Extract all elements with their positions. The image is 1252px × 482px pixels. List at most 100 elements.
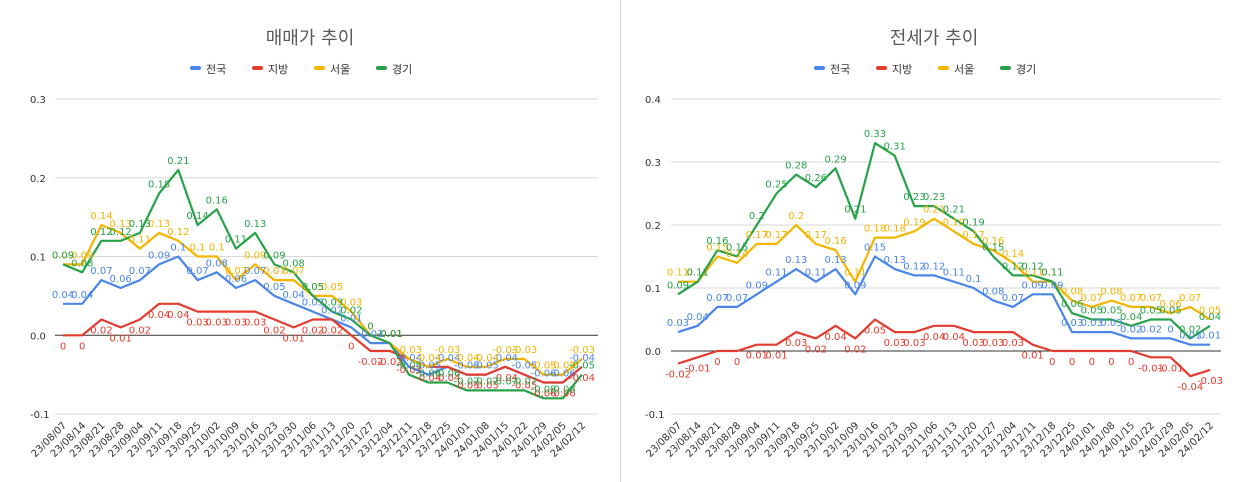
sales-data-label-regional: -0.03 <box>396 365 422 376</box>
sales-data-label-gyeonggi: 0.11 <box>225 235 247 246</box>
sales-data-label-seoul: -0.04 <box>473 353 499 364</box>
sales-data-label-gyeonggi: 0.08 <box>283 258 305 269</box>
jeonse-data-label-national: 0.09 <box>844 280 866 291</box>
jeonse-data-label-gyeonggi: 0.12 <box>1022 261 1044 272</box>
sales-data-label-seoul: 0.05 <box>321 282 343 293</box>
sales-data-label-gyeonggi: 0.18 <box>148 180 170 191</box>
jeonse-data-label-national: 0.03 <box>1081 318 1103 329</box>
sales-data-label-gyeonggi: -0.07 <box>473 376 499 387</box>
sales-data-label-gyeonggi: -0.06 <box>415 369 441 380</box>
jeonse-data-label-national: 0.15 <box>864 243 886 254</box>
jeonse-data-label-national: 0.07 <box>1002 293 1024 304</box>
jeonse-data-label-seoul: 0.11 <box>1041 268 1063 279</box>
jeonse-data-label-seoul: 0.11 <box>1022 268 1044 279</box>
sales-data-label-seoul: 0.09 <box>52 250 74 261</box>
sales-data-label-gyeonggi: 0.14 <box>186 211 208 222</box>
sales-data-label-gyeonggi: -0.08 <box>550 384 576 395</box>
sales-data-label-national: 0.01 <box>340 313 362 324</box>
jeonse-data-label-gyeonggi: 0.06 <box>1061 299 1083 310</box>
jeonse-data-label-gyeonggi: 0.11 <box>687 268 709 279</box>
sales-data-label-seoul: 0.11 <box>129 235 151 246</box>
jeonse-data-label-seoul: 0.06 <box>1159 299 1181 310</box>
jeonse-data-label-national: 0.02 <box>1120 324 1142 335</box>
sales-data-label-gyeonggi: -0.06 <box>435 369 461 380</box>
jeonse-legend-label-national: 전국 <box>830 63 850 76</box>
sales-y-tick-label: 0.1 <box>30 253 46 264</box>
sales-legend-swatch-regional <box>252 66 263 70</box>
jeonse-data-label-seoul: 0.07 <box>1081 293 1103 304</box>
jeonse-data-label-regional: -0.01 <box>1158 363 1184 374</box>
jeonse-data-label-national: 0.11 <box>765 268 787 279</box>
jeonse-data-label-seoul: 0.16 <box>982 236 1004 247</box>
sales-data-label-regional: -0.04 <box>415 373 441 384</box>
sales-data-label-gyeonggi: -0.07 <box>511 376 537 387</box>
sales-data-label-national: -0.06 <box>550 369 576 380</box>
sales-data-label-regional: 0.04 <box>148 310 170 321</box>
sales-data-label-gyeonggi: 0.13 <box>244 219 266 230</box>
jeonse-data-label-regional: -0.01 <box>685 363 711 374</box>
sales-data-label-national: -0.05 <box>454 361 480 372</box>
jeonse-legend-swatch-regional <box>876 66 887 70</box>
jeonse-legend-swatch-seoul <box>938 66 949 70</box>
sales-data-label-national: -0.04 <box>435 353 461 364</box>
sales-data-label-national: 0.07 <box>129 266 151 277</box>
sales-data-label-national: 0.04 <box>283 290 305 301</box>
sales-data-label-regional: 0.01 <box>110 333 132 344</box>
sales-data-label-regional: -0.05 <box>473 381 499 392</box>
jeonse-data-label-gyeonggi: 0.09 <box>667 280 689 291</box>
sales-data-label-regional: 0.03 <box>225 318 247 329</box>
jeonse-data-label-regional: 0.02 <box>844 344 866 355</box>
sales-data-label-regional: 0.03 <box>186 318 208 329</box>
jeonse-data-label-national: 0.13 <box>824 255 846 266</box>
jeonse-data-label-regional: 0 <box>734 357 740 368</box>
jeonse-data-label-national: 0.09 <box>746 280 768 291</box>
sales-data-label-seoul: -0.04 <box>415 353 441 364</box>
jeonse-chart-title: 전세가 추이 <box>890 28 979 49</box>
sales-legend-swatch-national <box>190 66 201 70</box>
sales-data-label-national: 0.05 <box>263 282 285 293</box>
jeonse-data-label-gyeonggi: 0.33 <box>864 129 886 140</box>
jeonse-data-label-national: 0.03 <box>1061 318 1083 329</box>
sales-data-label-seoul: 0.07 <box>263 266 285 277</box>
jeonse-price-chart-panel: 전세가 추이 전국 지방 서울 경기 0.4 0.3 0.2 0.1 0.0 -0.1 23/08/0… <box>621 0 1252 482</box>
jeonse-data-label-regional: 0.03 <box>903 338 925 349</box>
sales-data-label-gyeonggi: 0.12 <box>110 227 132 238</box>
jeonse-data-label-seoul: 0.17 <box>765 230 787 241</box>
jeonse-legend-label-regional: 지방 <box>892 63 912 76</box>
sales-data-label-gyeonggi: 0.08 <box>71 258 93 269</box>
jeonse-data-label-regional: 0.01 <box>1022 351 1044 362</box>
jeonse-data-label-gyeonggi: 0.15 <box>982 243 1004 254</box>
sales-data-label-seoul: 0.12 <box>167 227 189 238</box>
sales-data-label-seoul: -0.01 <box>377 329 403 340</box>
sales-data-label-national: -0.05 <box>415 361 441 372</box>
sales-data-label-gyeonggi: 0.09 <box>52 250 74 261</box>
sales-data-label-regional: 0.02 <box>129 326 151 337</box>
jeonse-data-label-national: 0.11 <box>805 268 827 279</box>
jeonse-data-label-seoul: 0.08 <box>1061 287 1083 298</box>
sales-data-label-regional: -0.05 <box>511 381 537 392</box>
jeonse-data-label-national: 0 <box>1167 324 1173 335</box>
jeonse-data-label-gyeonggi: 0.05 <box>1159 306 1181 317</box>
sales-data-label-regional: -0.02 <box>377 357 403 368</box>
jeonse-data-label-national: 0.08 <box>982 287 1004 298</box>
sales-data-label-regional: 0.04 <box>167 310 189 321</box>
jeonse-data-label-national: 0.09 <box>1022 280 1044 291</box>
jeonse-data-label-seoul: 0.19 <box>943 217 965 228</box>
sales-data-label-gyeonggi: -0.07 <box>454 376 480 387</box>
sales-y-tick-label: 0.3 <box>30 95 46 106</box>
jeonse-data-label-gyeonggi: 0.28 <box>785 161 807 172</box>
sales-series-line-seoul <box>63 223 583 376</box>
sales-legend-label-gyeonggi: 경기 <box>392 63 412 76</box>
sales-data-label-regional: -0.06 <box>531 389 557 400</box>
jeonse-series-line-seoul <box>678 217 1211 321</box>
jeonse-data-label-gyeonggi: 0.16 <box>706 236 728 247</box>
jeonse-data-label-regional: 0.04 <box>824 332 846 343</box>
jeonse-data-label-seoul: 0.17 <box>962 230 984 241</box>
sales-data-label-seoul: -0.03 <box>396 345 422 356</box>
sales-chart-title: 매매가 추이 <box>266 28 355 49</box>
sales-legend-swatch-seoul <box>314 66 325 70</box>
sales-data-label-national: -0.05 <box>473 361 499 372</box>
jeonse-data-label-gyeonggi: 0.19 <box>962 217 984 228</box>
